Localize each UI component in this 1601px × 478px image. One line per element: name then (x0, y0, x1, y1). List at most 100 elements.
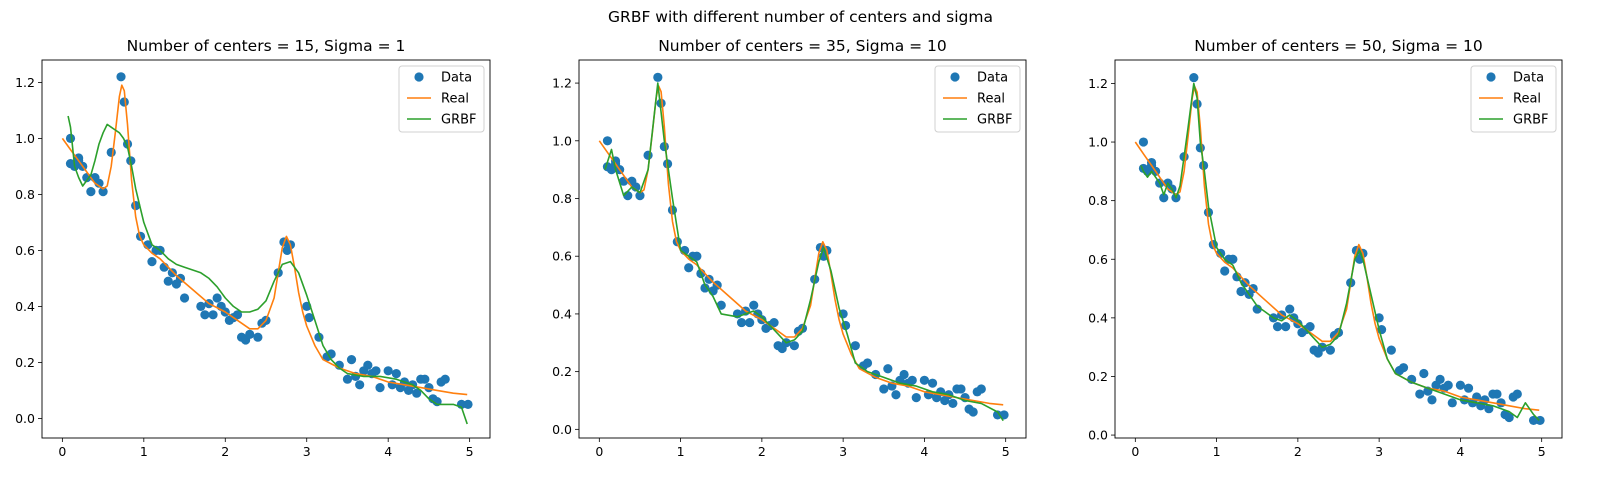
data-point (948, 398, 958, 408)
data-point (899, 369, 909, 380)
x-tick-label: 0 (1131, 444, 1139, 459)
real-series-line (1134, 85, 1540, 411)
data-point (1484, 404, 1494, 414)
y-tick-label: 1.2 (15, 75, 35, 90)
y-tick-label: 0.6 (1088, 252, 1108, 267)
data-point (653, 72, 663, 82)
data-point (631, 182, 641, 192)
data-point (179, 293, 190, 303)
data-point (907, 375, 917, 385)
y-tick-label: 0.6 (15, 243, 35, 258)
chart-title: Number of centers = 15, Sigma = 1 (127, 37, 406, 55)
grbf-series-line (1140, 82, 1540, 421)
x-tick-label: 0 (58, 444, 66, 459)
x-tick-label: 0 (595, 444, 603, 459)
x-tick-label: 4 (920, 444, 928, 459)
data-point (692, 251, 702, 261)
data-point (956, 384, 966, 394)
data-point (253, 332, 263, 342)
legend-label: GRBF (441, 113, 477, 128)
data-point (1427, 395, 1437, 405)
data-point (463, 399, 473, 409)
data-point (1281, 322, 1291, 332)
x-tick-label: 1 (677, 444, 685, 459)
data-point (167, 268, 177, 278)
data-point (94, 178, 104, 188)
x-tick-label: 4 (1456, 444, 1464, 459)
x-tick-label: 2 (221, 444, 229, 459)
plot-frame (578, 59, 1027, 439)
data-point (1285, 304, 1295, 314)
x-tick-label: 5 (1538, 444, 1546, 459)
data-point (1492, 389, 1502, 399)
x-tick-label: 1 (1213, 444, 1221, 459)
legend-marker-data (414, 72, 424, 82)
y-tick-label: 1.2 (552, 76, 572, 91)
data-point (424, 383, 434, 393)
data-point (119, 97, 129, 107)
y-tick-label: 0.4 (552, 306, 572, 321)
data-point (745, 317, 755, 328)
y-tick-label: 1.0 (15, 131, 35, 146)
chart-title: Number of centers = 35, Sigma = 10 (658, 37, 947, 55)
grbf-series-line (67, 115, 468, 425)
data-point (131, 201, 141, 211)
data-point (1220, 266, 1230, 276)
legend-label: Data (441, 71, 472, 86)
data-point (911, 393, 921, 403)
legend-label: Data (1513, 71, 1544, 86)
data-point (1159, 193, 1169, 203)
data-point (212, 293, 222, 303)
legend-box (934, 65, 1021, 133)
chart-panel-2: Number of centers = 35, Sigma = 10 0 1 2 3 4 5… (552, 37, 1027, 459)
data-point (1528, 415, 1539, 426)
y-tick-label: 0.8 (1088, 193, 1108, 208)
x-tick-label: 3 (303, 444, 311, 459)
data-point (200, 310, 210, 320)
legend-label: GRBF (1513, 113, 1549, 128)
data-point (65, 133, 76, 143)
y-tick-label: 0.6 (552, 249, 572, 264)
chart-panel-3: Number of centers = 50, Sigma = 10 0 1 2 3 4 5… (1088, 37, 1563, 459)
data-point (116, 72, 126, 82)
legend: Data Real GRBF (1470, 65, 1557, 133)
data-point (106, 147, 116, 157)
legend-label: Data (977, 71, 1008, 86)
data-point (163, 276, 173, 286)
y-tick-label: 0.2 (15, 355, 35, 370)
data-point (245, 329, 255, 339)
data-point (1228, 254, 1238, 264)
data-point (147, 257, 157, 267)
legend-label: Real (1513, 92, 1541, 107)
data-point (1272, 322, 1283, 332)
data-point (1504, 412, 1514, 423)
figure-title: GRBF with different number of centers an… (608, 8, 993, 26)
legend: Data Real GRBF (934, 65, 1021, 133)
data-point (86, 187, 96, 197)
y-tick-label: 0.2 (552, 364, 572, 379)
data-point (684, 263, 694, 273)
legend-marker-data (950, 72, 960, 82)
data-point (363, 360, 373, 370)
data-point (635, 191, 645, 201)
x-tick-label: 3 (839, 444, 847, 459)
x-tick-label: 2 (758, 444, 766, 459)
data-point (667, 205, 678, 215)
legend-box (1470, 65, 1557, 133)
data-point (98, 187, 108, 197)
data-point (891, 390, 901, 400)
data-point (1386, 345, 1396, 355)
data-point (1236, 286, 1246, 297)
x-tick-label: 5 (1002, 444, 1010, 459)
data-point (789, 341, 799, 351)
data-point (919, 375, 930, 385)
x-tick-label: 5 (466, 444, 474, 459)
data-point (412, 388, 422, 398)
legend-label: GRBF (977, 113, 1013, 128)
data-point (850, 341, 860, 351)
data-point (769, 317, 779, 328)
data-point (391, 369, 401, 379)
y-tick-label: 0.8 (552, 191, 572, 206)
data-point (1512, 389, 1522, 399)
